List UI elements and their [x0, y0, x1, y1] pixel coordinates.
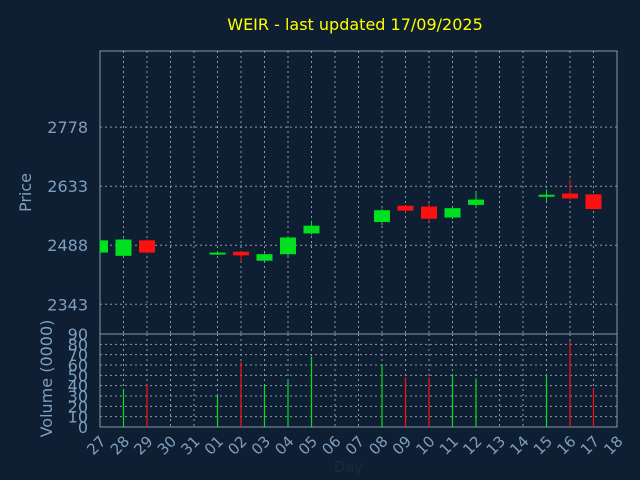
candle-body — [100, 240, 108, 253]
volume-tick-label: 90 — [68, 325, 88, 344]
candle-body — [256, 254, 273, 261]
candle-body — [468, 199, 484, 205]
x-tick-label: 18 — [600, 432, 626, 458]
x-tick-label: 29 — [130, 432, 156, 458]
price-panel: 2343 2488 2633 2778 Price — [16, 50, 618, 335]
x-tick-label: 13 — [483, 432, 509, 458]
volume-tick-label: 80 — [68, 335, 88, 354]
volume-tick-label: 10 — [68, 408, 88, 427]
candle-body — [280, 237, 296, 255]
x-tick-label: 31 — [177, 432, 203, 458]
x-tick-label: 05 — [295, 432, 321, 458]
chart-title: WEIR - last updated 17/09/2025 — [227, 15, 483, 34]
x-tick-label: 28 — [107, 432, 133, 458]
x-axis-label: Day — [334, 458, 364, 476]
x-tick-label: 04 — [271, 432, 297, 458]
x-tick-label: 03 — [248, 432, 274, 458]
candle-body — [444, 208, 461, 218]
price-tick-label: 2343 — [47, 295, 88, 314]
price-tick-label: 2778 — [47, 118, 88, 137]
volume-axis-label: Volume (0000) — [37, 320, 56, 438]
volume-tick-label: 0 — [78, 418, 88, 437]
x-tick-label: 07 — [342, 432, 368, 458]
x-tick-label: 15 — [530, 432, 556, 458]
candle-body — [233, 251, 249, 256]
candle-body — [585, 194, 602, 209]
price-axis-label: Price — [16, 173, 35, 212]
x-tick-label: 16 — [553, 432, 579, 458]
volume-tick-label: 60 — [68, 356, 88, 375]
x-tick-label: 11 — [436, 432, 462, 458]
candle-body — [538, 194, 555, 197]
volume-tick-label: 20 — [68, 397, 88, 416]
price-tick-label: 2488 — [47, 236, 88, 255]
volume-plot-frame — [99, 333, 618, 428]
x-tick-label: 14 — [506, 432, 532, 458]
x-tick-label: 02 — [224, 432, 250, 458]
x-tick-label: 30 — [154, 432, 180, 458]
x-tick-label: 01 — [201, 432, 227, 458]
volume-tick-label: 70 — [68, 346, 88, 365]
x-tick-label: 08 — [365, 432, 391, 458]
volume-tick-label: 30 — [68, 387, 88, 406]
candle-body — [209, 252, 226, 255]
x-tick-label: 10 — [412, 432, 438, 458]
x-tick-label: 09 — [389, 432, 415, 458]
candle-body — [115, 239, 132, 256]
candle-body — [139, 240, 155, 253]
volume-tick-label: 50 — [68, 366, 88, 385]
volume-tick-label: 40 — [68, 377, 88, 396]
candle-body — [562, 193, 578, 199]
price-tick-label: 2633 — [47, 177, 88, 196]
x-tick-label: 17 — [577, 432, 603, 458]
x-tick-label: 12 — [459, 432, 485, 458]
candle-body — [374, 210, 390, 223]
x-tick-label: 06 — [318, 432, 344, 458]
candle-body — [421, 206, 437, 219]
candle-body — [303, 225, 320, 234]
candle-body — [397, 205, 414, 211]
